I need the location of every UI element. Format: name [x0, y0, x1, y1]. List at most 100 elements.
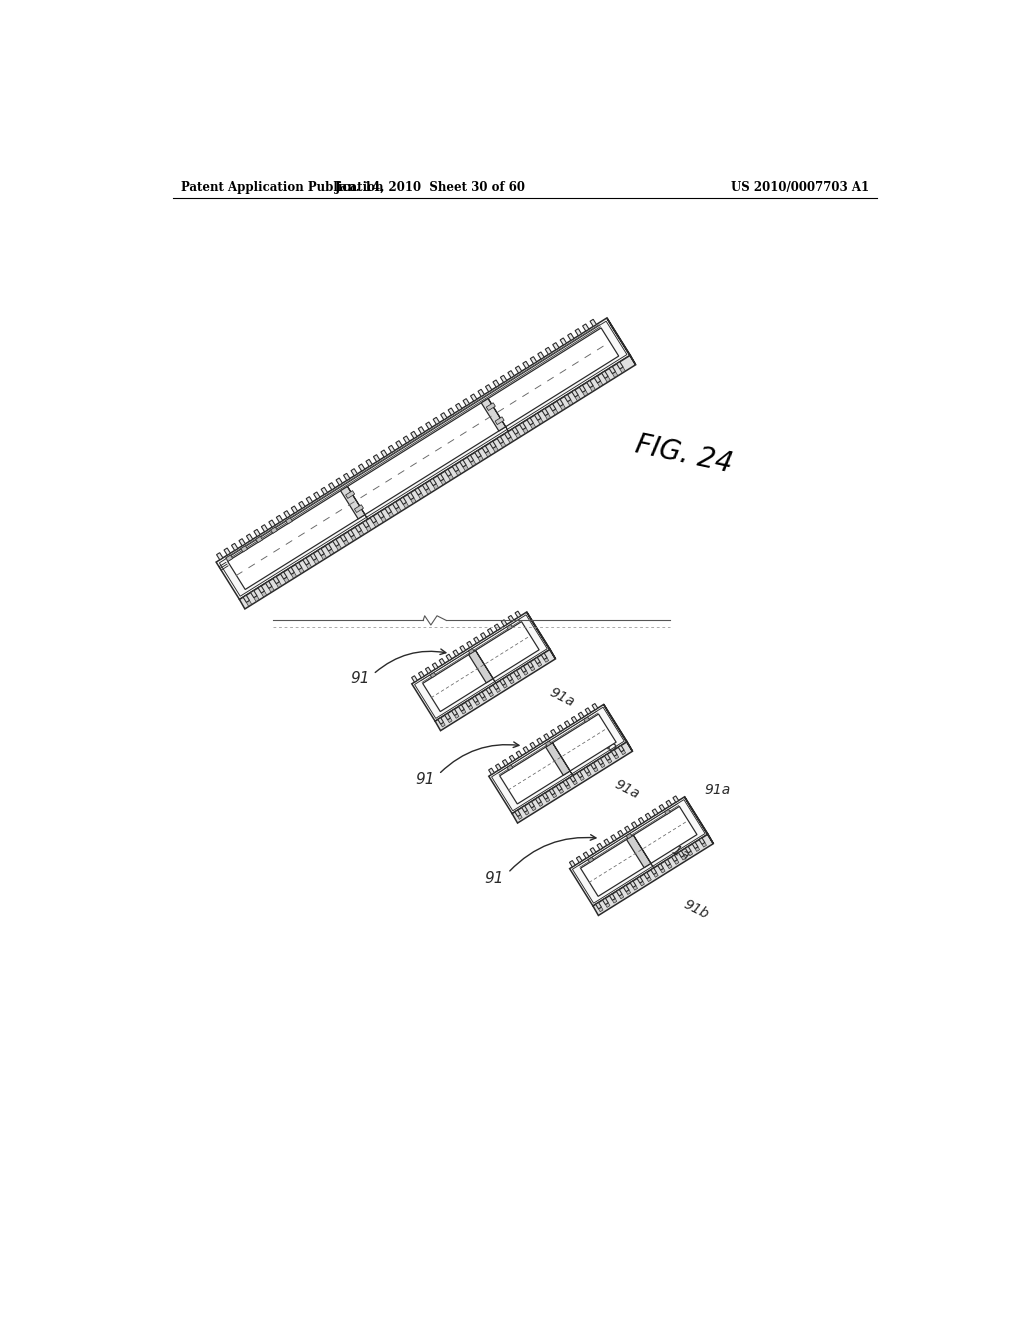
Polygon shape — [512, 428, 518, 434]
Polygon shape — [475, 450, 481, 458]
Polygon shape — [347, 486, 368, 519]
Polygon shape — [530, 356, 537, 364]
Polygon shape — [488, 705, 627, 813]
Polygon shape — [449, 474, 454, 480]
Polygon shape — [516, 751, 522, 758]
Polygon shape — [604, 840, 609, 845]
Polygon shape — [288, 568, 294, 574]
Polygon shape — [514, 671, 519, 677]
Polygon shape — [270, 527, 278, 533]
Polygon shape — [600, 763, 605, 768]
Polygon shape — [467, 455, 474, 462]
Polygon shape — [559, 789, 563, 793]
Polygon shape — [590, 385, 595, 392]
Polygon shape — [584, 851, 589, 858]
Polygon shape — [284, 577, 289, 583]
Polygon shape — [507, 764, 513, 771]
Polygon shape — [258, 586, 264, 593]
Text: 91: 91 — [415, 772, 434, 787]
Polygon shape — [673, 796, 679, 803]
Polygon shape — [438, 718, 443, 725]
Polygon shape — [433, 417, 439, 425]
Polygon shape — [452, 709, 458, 715]
Polygon shape — [685, 846, 691, 853]
Polygon shape — [564, 721, 570, 727]
Polygon shape — [553, 743, 572, 776]
Polygon shape — [617, 830, 624, 837]
Polygon shape — [549, 788, 555, 795]
Polygon shape — [572, 780, 578, 785]
Polygon shape — [520, 667, 526, 672]
Polygon shape — [527, 661, 534, 668]
Polygon shape — [378, 511, 384, 519]
Polygon shape — [241, 545, 248, 552]
Polygon shape — [286, 517, 293, 524]
Polygon shape — [495, 417, 504, 425]
Polygon shape — [343, 474, 350, 480]
Polygon shape — [575, 329, 582, 335]
Polygon shape — [261, 591, 266, 597]
Polygon shape — [326, 544, 332, 550]
Polygon shape — [488, 768, 495, 775]
Polygon shape — [488, 692, 494, 697]
Polygon shape — [456, 404, 462, 411]
Polygon shape — [426, 422, 432, 429]
Polygon shape — [336, 544, 341, 550]
Polygon shape — [385, 507, 391, 513]
Polygon shape — [583, 391, 588, 396]
Polygon shape — [403, 503, 409, 508]
Polygon shape — [679, 851, 684, 857]
Polygon shape — [544, 657, 549, 663]
Polygon shape — [265, 581, 272, 589]
Polygon shape — [430, 672, 436, 678]
Polygon shape — [618, 746, 624, 752]
Polygon shape — [535, 657, 540, 664]
Polygon shape — [609, 367, 615, 374]
Polygon shape — [374, 521, 379, 527]
Polygon shape — [672, 855, 677, 862]
Polygon shape — [508, 437, 513, 442]
Polygon shape — [602, 898, 608, 904]
Polygon shape — [239, 539, 246, 546]
Polygon shape — [543, 793, 548, 799]
Polygon shape — [500, 678, 506, 685]
Polygon shape — [512, 742, 633, 824]
Polygon shape — [291, 573, 297, 578]
Polygon shape — [322, 553, 327, 560]
Polygon shape — [440, 722, 445, 727]
Polygon shape — [516, 675, 521, 680]
Polygon shape — [501, 375, 507, 383]
Polygon shape — [657, 863, 664, 870]
Text: FIG. 24: FIG. 24 — [632, 430, 734, 479]
Polygon shape — [425, 667, 431, 673]
Polygon shape — [592, 704, 598, 710]
Polygon shape — [396, 441, 402, 447]
Polygon shape — [510, 680, 514, 684]
Polygon shape — [570, 776, 575, 781]
Polygon shape — [418, 426, 425, 434]
Polygon shape — [261, 524, 267, 532]
Polygon shape — [306, 496, 312, 504]
Polygon shape — [455, 714, 459, 718]
Polygon shape — [538, 661, 542, 667]
Polygon shape — [408, 492, 414, 500]
Polygon shape — [660, 869, 666, 873]
Polygon shape — [588, 857, 594, 863]
Polygon shape — [439, 659, 445, 665]
Polygon shape — [488, 399, 509, 432]
Polygon shape — [644, 873, 649, 879]
Polygon shape — [460, 459, 466, 467]
Polygon shape — [418, 492, 424, 499]
Polygon shape — [545, 347, 552, 355]
Polygon shape — [685, 797, 714, 843]
Polygon shape — [358, 531, 364, 536]
Polygon shape — [440, 479, 445, 484]
Polygon shape — [515, 433, 520, 438]
Polygon shape — [216, 318, 630, 599]
Polygon shape — [620, 367, 626, 372]
Polygon shape — [571, 389, 579, 397]
Polygon shape — [546, 741, 551, 746]
Polygon shape — [665, 809, 671, 814]
Text: Jan. 14, 2010  Sheet 30 of 60: Jan. 14, 2010 Sheet 30 of 60 — [336, 181, 526, 194]
Polygon shape — [563, 780, 569, 787]
